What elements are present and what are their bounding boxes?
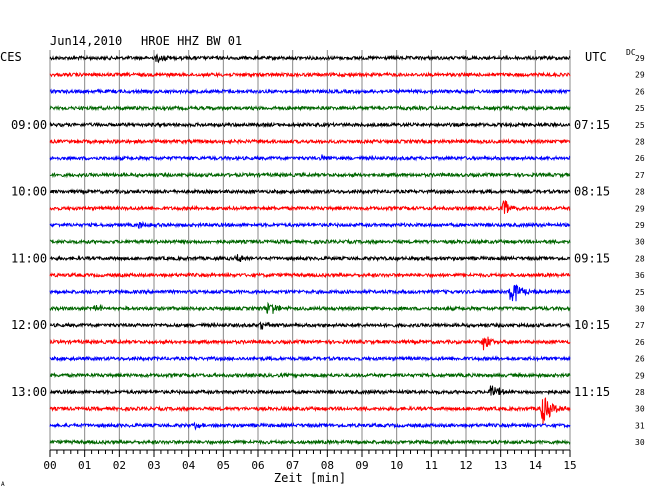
x-axis-ticks — [49, 450, 571, 457]
left-timezone-label: CES — [0, 50, 22, 64]
trace-line — [50, 188, 571, 196]
dc-value: 27 — [635, 321, 645, 330]
left-hour-label: 09:00 — [11, 118, 47, 132]
trace-line — [49, 397, 571, 425]
left-hour-label: 10:00 — [11, 185, 47, 199]
x-tick-label-01: 01 — [78, 459, 91, 472]
trace-line — [49, 421, 571, 431]
dc-value: 28 — [635, 388, 645, 397]
date-label: Jun14,2010 — [50, 34, 122, 48]
left-time-labels: 09:00 10:00 11:00 12:00 13:00 — [11, 118, 47, 399]
x-tick-label-07: 07 — [286, 459, 299, 472]
trace-line — [49, 284, 571, 302]
trace-line — [49, 71, 571, 79]
trace-line — [49, 371, 571, 379]
right-time-labels: 07:15 08:15 09:15 10:15 11:15 — [574, 118, 610, 399]
x-tick-label-05: 05 — [217, 459, 230, 472]
trace-line — [49, 171, 571, 179]
trace-line — [49, 220, 571, 230]
x-tick-label-00: 00 — [43, 459, 56, 472]
trace-line — [49, 200, 571, 214]
trace-line — [49, 336, 571, 351]
x-tick-label-09: 09 — [355, 459, 368, 472]
trace-line — [49, 238, 571, 246]
x-tick-label-11: 11 — [425, 459, 438, 472]
dc-value: 31 — [635, 421, 645, 430]
dc-value: 30 — [635, 305, 645, 314]
left-hour-label: 12:00 — [11, 318, 47, 332]
trace-line — [49, 438, 571, 446]
x-tick-label-06: 06 — [251, 459, 264, 472]
right-timezone-label: UTC — [585, 50, 607, 64]
dc-value: 26 — [635, 154, 645, 163]
x-axis-title: Zeit [min] — [274, 471, 346, 485]
x-tick-label-15: 15 — [563, 459, 576, 472]
trace-line — [49, 355, 571, 363]
trace-line — [49, 87, 571, 95]
x-axis-tick-labels: 00 01 02 03 04 05 06 07 08 09 10 11 12 13 14 15 — [43, 459, 576, 472]
dc-value: 28 — [635, 188, 645, 197]
dc-value: 29 — [635, 71, 645, 80]
dc-value: 30 — [635, 405, 645, 414]
right-hour-label: 10:15 — [574, 318, 610, 332]
dc-value: 29 — [635, 371, 645, 380]
trace-line — [49, 301, 571, 314]
dc-value: 26 — [635, 355, 645, 364]
trace-line — [49, 321, 571, 330]
dc-value: 25 — [635, 121, 645, 130]
right-hour-label: 08:15 — [574, 185, 610, 199]
left-hour-label: 11:00 — [11, 251, 47, 265]
trace-line — [49, 271, 571, 279]
dc-values-column: 29 29 26 25 25 28 26 27 28 29 29 30 28 36 25 30 27 26 26 29… — [635, 54, 645, 447]
station-label: HROE HHZ BW 01 — [141, 34, 242, 48]
dc-value: 28 — [635, 254, 645, 263]
trace-line — [49, 104, 571, 112]
x-tick-label-08: 08 — [321, 459, 334, 472]
x-tick-label-04: 04 — [182, 459, 196, 472]
x-tick-label-02: 02 — [113, 459, 126, 472]
dc-value: 28 — [635, 138, 645, 147]
dc-value: 26 — [635, 87, 645, 96]
dc-value: 30 — [635, 438, 645, 447]
right-hour-label: 11:15 — [574, 385, 610, 399]
footer-mark: A — [1, 481, 5, 488]
x-tick-label-14: 14 — [529, 459, 543, 472]
dc-value: 30 — [635, 238, 645, 247]
dc-value: 25 — [635, 288, 645, 297]
x-tick-label-13: 13 — [494, 459, 507, 472]
dc-value: 29 — [635, 54, 645, 63]
dc-value: 25 — [635, 104, 645, 113]
x-tick-label-10: 10 — [390, 459, 403, 472]
x-tick-label-12: 12 — [459, 459, 472, 472]
trace-line — [49, 254, 570, 263]
dc-value: 27 — [635, 171, 645, 180]
left-hour-label: 13:00 — [11, 385, 47, 399]
right-hour-label: 07:15 — [574, 118, 610, 132]
trace-line — [49, 53, 571, 64]
dc-header-label: DC — [626, 48, 636, 57]
trace-line — [49, 121, 571, 129]
minute-grid — [49, 50, 571, 450]
seismic-traces — [49, 53, 571, 446]
trace-line — [49, 154, 571, 162]
dc-value: 36 — [635, 271, 645, 280]
dc-value: 29 — [635, 221, 645, 230]
x-tick-label-03: 03 — [147, 459, 160, 472]
trace-line — [49, 385, 571, 396]
dc-value: 29 — [635, 204, 645, 213]
dc-value: 26 — [635, 338, 645, 347]
trace-line — [49, 138, 571, 146]
right-hour-label: 09:15 — [574, 251, 610, 265]
